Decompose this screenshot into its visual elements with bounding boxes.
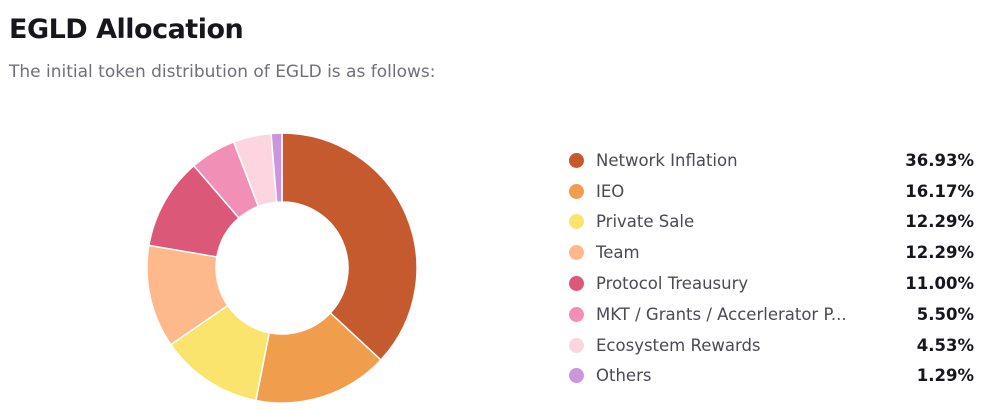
- legend-label: Ecosystem Rewards: [596, 335, 761, 355]
- donut-slice-network-inflation[interactable]: [281, 132, 418, 361]
- legend-value: 36.93%: [905, 150, 974, 170]
- legend-item-network-inflation[interactable]: Network Inflation 36.93%: [566, 145, 974, 176]
- legend-swatch-icon: [569, 214, 584, 230]
- legend-swatch-icon: [569, 306, 584, 322]
- chart-legend: Network Inflation 36.93% IEO 16.17% Private …: [566, 145, 974, 391]
- allocation-donut-chart: [146, 132, 418, 404]
- legend-label: Private Sale: [596, 212, 695, 232]
- page-subtitle: The initial token distribution of EGLD i…: [9, 62, 436, 82]
- legend-item-others[interactable]: Others 1.29%: [566, 361, 974, 392]
- donut-slice-ieo[interactable]: [255, 312, 382, 404]
- legend-label: Others: [596, 366, 652, 386]
- legend-item-protocol-treausury[interactable]: Protocol Treausury 11.00%: [566, 268, 974, 299]
- legend-value: 11.00%: [905, 274, 974, 294]
- legend-value: 4.53%: [916, 335, 974, 355]
- legend-item-mkt-grants-accerlerator-p[interactable]: MKT / Grants / Accerlerator P... 5.50%: [566, 299, 974, 330]
- legend-swatch-icon: [569, 337, 584, 353]
- legend-item-ieo[interactable]: IEO 16.17%: [566, 176, 974, 207]
- legend-label: MKT / Grants / Accerlerator P...: [596, 304, 847, 324]
- legend-swatch-icon: [569, 152, 584, 168]
- legend-label: IEO: [596, 181, 625, 201]
- page-title: EGLD Allocation: [9, 14, 244, 45]
- legend-value: 12.29%: [905, 243, 974, 263]
- legend-value: 1.29%: [916, 366, 974, 386]
- legend-swatch-icon: [569, 183, 584, 199]
- legend-swatch-icon: [569, 245, 584, 261]
- legend-item-private-sale[interactable]: Private Sale 12.29%: [566, 207, 974, 238]
- legend-label: Protocol Treausury: [596, 274, 749, 294]
- legend-value: 16.17%: [905, 181, 974, 201]
- legend-value: 12.29%: [905, 212, 974, 232]
- legend-swatch-icon: [569, 368, 584, 384]
- legend-label: Team: [596, 243, 640, 263]
- legend-label: Network Inflation: [596, 150, 738, 170]
- legend-swatch-icon: [569, 276, 584, 292]
- legend-item-team[interactable]: Team 12.29%: [566, 237, 974, 268]
- donut-slice-others[interactable]: [270, 132, 283, 203]
- legend-value: 5.50%: [916, 304, 974, 324]
- legend-item-ecosystem-rewards[interactable]: Ecosystem Rewards 4.53%: [566, 330, 974, 361]
